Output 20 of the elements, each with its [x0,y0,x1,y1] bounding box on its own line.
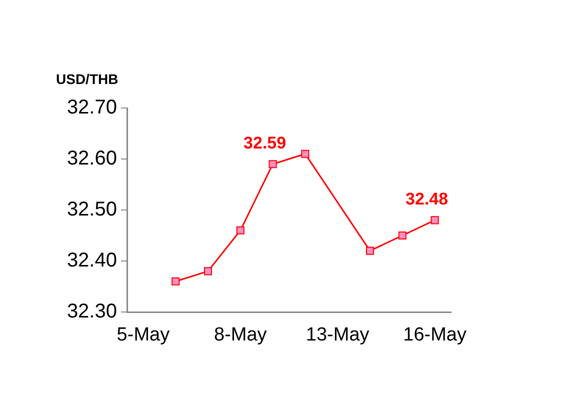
data-label: 32.48 [406,189,448,208]
x-tick-label: 5-May [116,324,170,346]
y-axis-title: USD/THB [56,70,118,87]
x-tick-label: 13-May [306,324,370,346]
point [236,226,244,234]
y-tick-label: 32.50 [66,198,117,221]
x-tick-label: 8-May [214,324,268,346]
point [172,277,180,286]
point [366,246,374,255]
x-tick-label: 16-May [403,324,467,346]
data-label: 32.59 [244,133,286,152]
point [398,231,406,240]
point [301,150,310,158]
point [430,216,439,224]
point [268,160,277,168]
point [204,267,212,276]
y-tick-label: 32.70 [66,96,117,119]
y-tick-label: 32.40 [66,250,117,272]
y-tick-label: 32.30 [66,300,117,323]
y-tick-label: 32.60 [66,148,117,170]
